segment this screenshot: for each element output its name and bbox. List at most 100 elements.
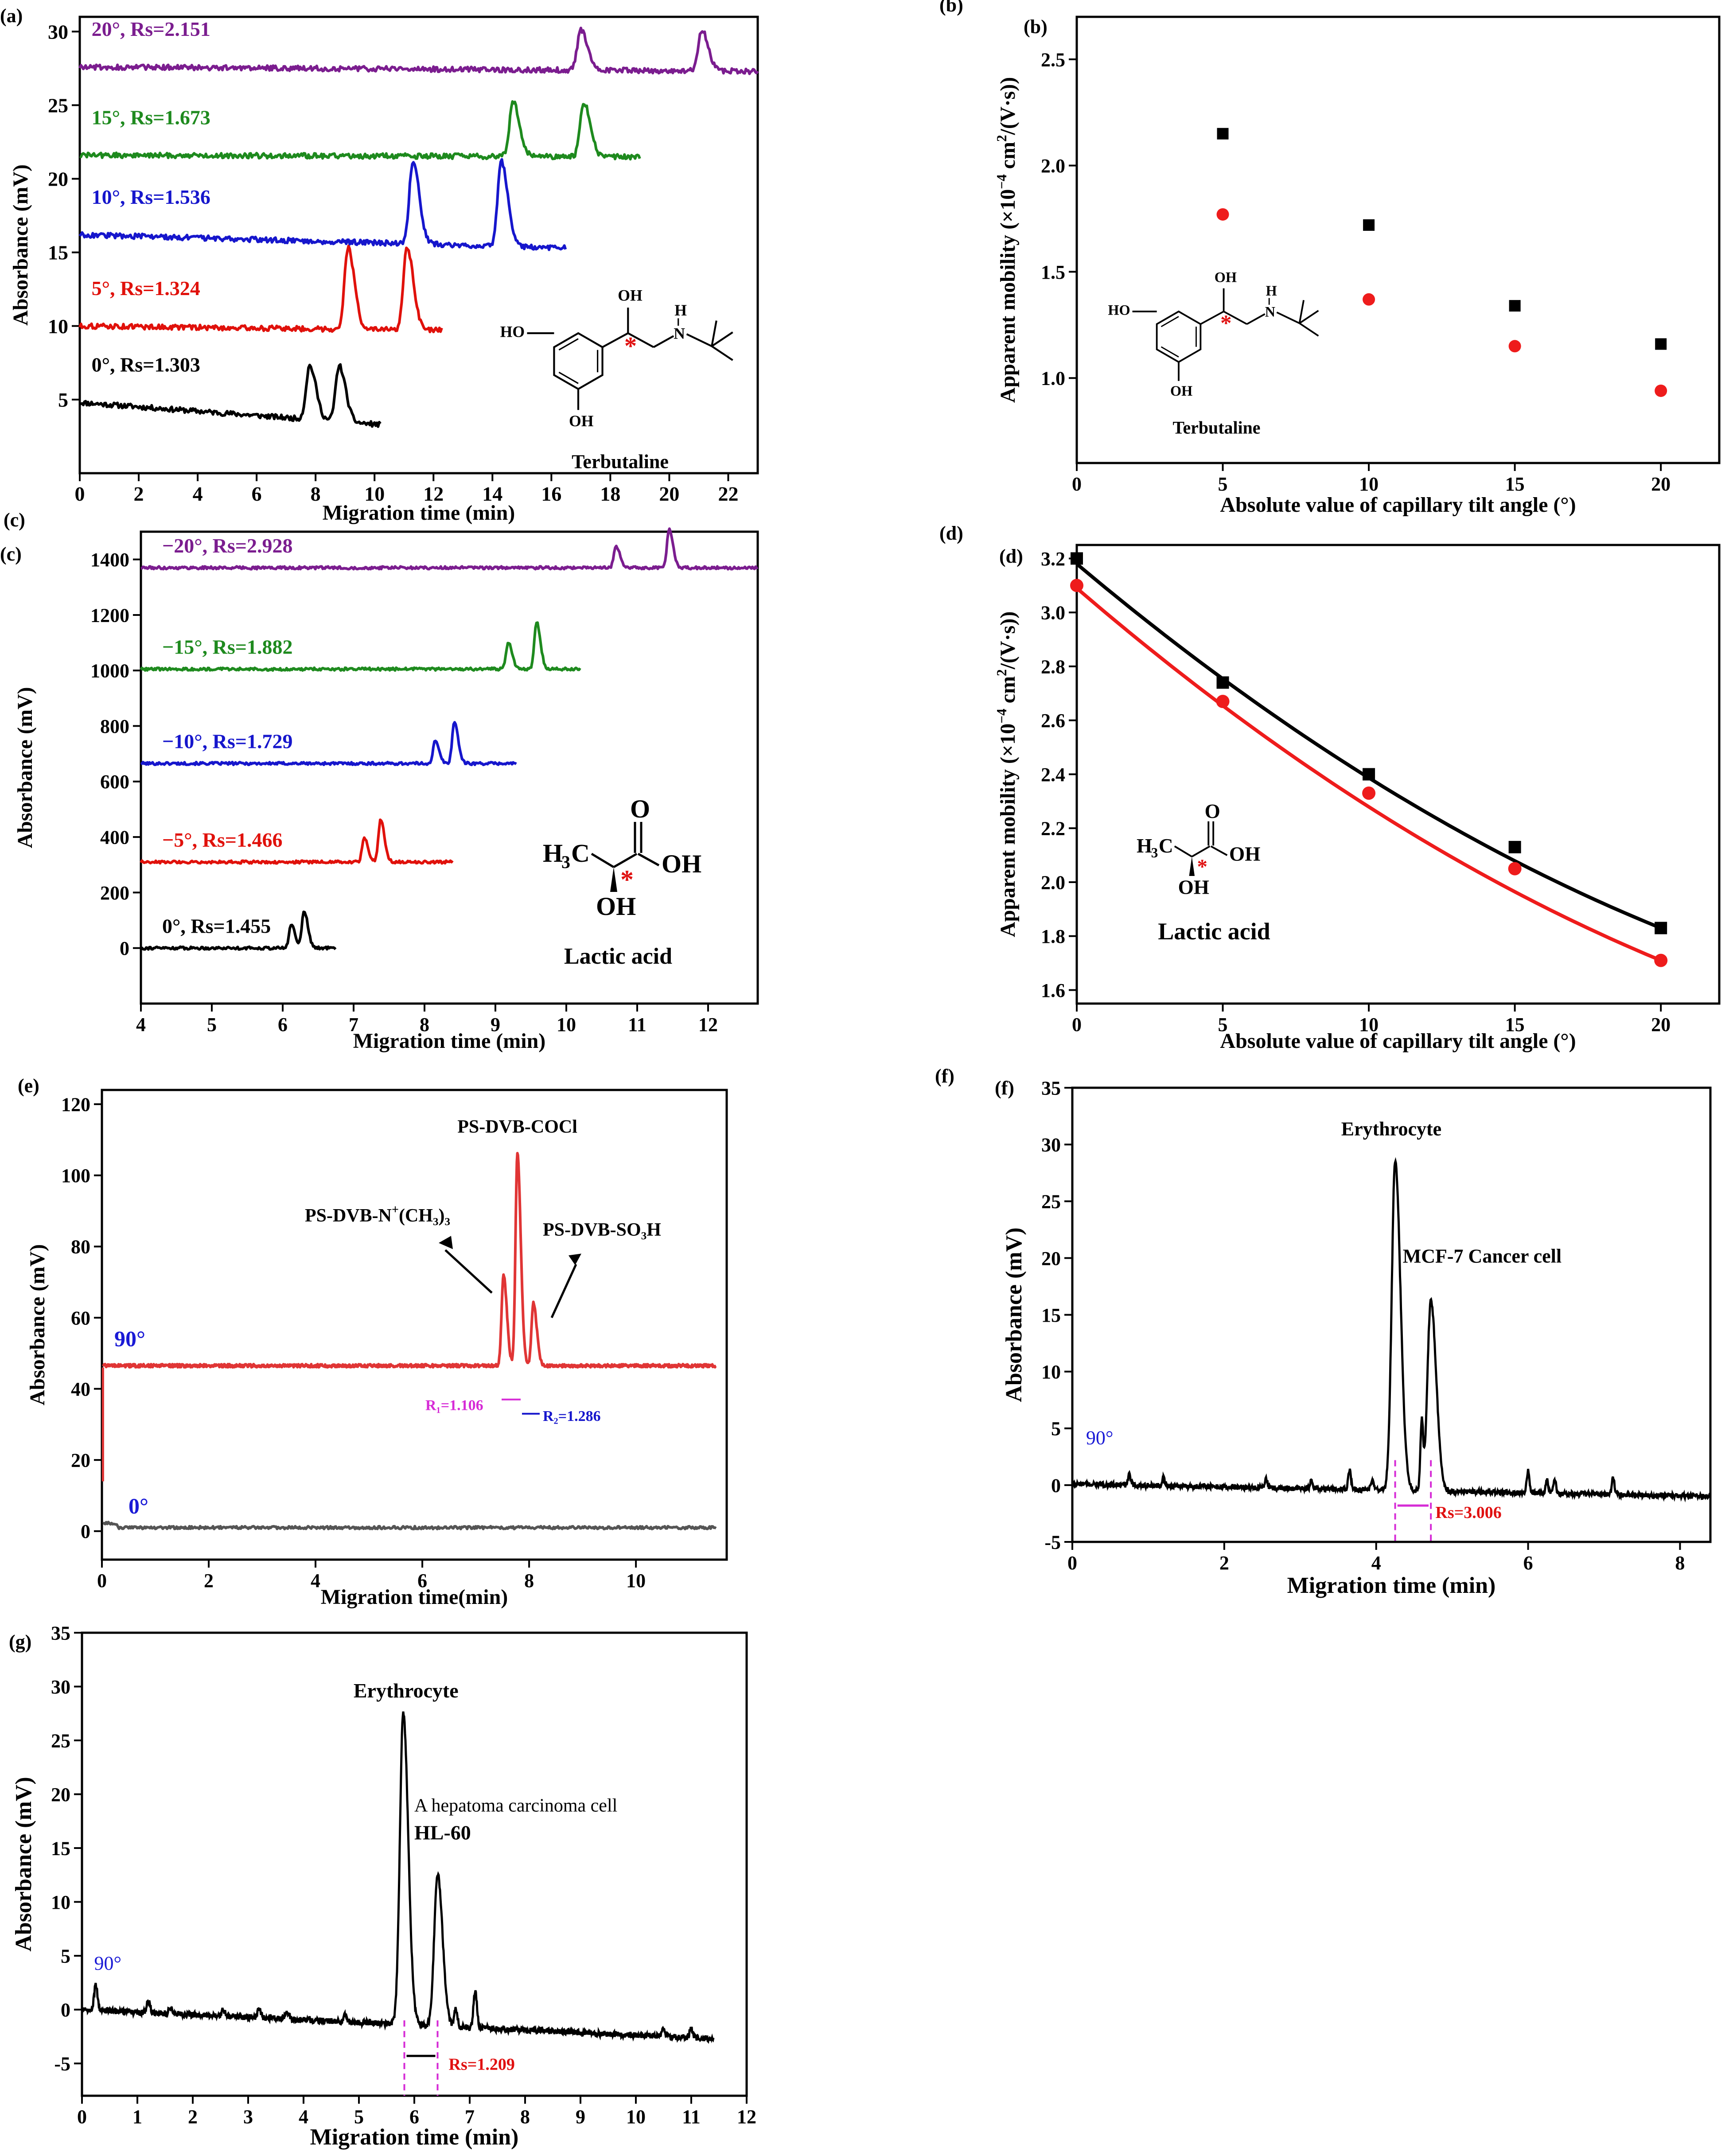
x-tick-label: 4 xyxy=(136,1014,146,1035)
y-axis-label: Absorbance (mV) xyxy=(13,687,37,848)
x-tick-label: 7 xyxy=(349,1014,358,1035)
series-label: −15°, Rs=1.882 xyxy=(162,636,292,658)
panel-label: (f) xyxy=(935,1065,954,1087)
atom-label: OH xyxy=(662,849,701,878)
y-axis-label-part: Apparent mobility (×10 xyxy=(996,724,1020,937)
x-tick-label: 18 xyxy=(600,483,620,505)
panel-label: (c) xyxy=(4,509,25,531)
data-point-circle xyxy=(1363,293,1375,306)
x-tick-label: 20 xyxy=(1651,473,1671,495)
y-axis-label: Apparent mobility (×10−4 cm2/(V·s)) xyxy=(994,611,1020,937)
bond xyxy=(711,345,733,361)
x-tick-label: 4 xyxy=(311,1570,320,1592)
x-tick-label: 6 xyxy=(417,1570,427,1592)
bond xyxy=(1210,845,1228,856)
y-tick-label: 0 xyxy=(81,1521,90,1542)
panel-label-b: (b) xyxy=(1024,16,1048,38)
y-tick-label: 10 xyxy=(48,315,68,338)
peak-label-left: PS-DVB-N+(CH₃)₃ xyxy=(305,1203,450,1226)
y-tick-label: 15 xyxy=(1041,1304,1061,1326)
x-tick-label: 10 xyxy=(364,483,385,505)
series-label: 5°, Rs=1.324 xyxy=(92,277,200,300)
bond xyxy=(637,852,660,867)
panel-label-e: (e) xyxy=(18,1075,39,1097)
peak-label-right: PS-DVB-SO₃H xyxy=(543,1220,661,1240)
y-tick-label: 600 xyxy=(100,771,129,793)
x-tick-label: 4 xyxy=(1371,1552,1381,1574)
y-tick-label: 5 xyxy=(1051,1418,1061,1440)
bond xyxy=(711,331,733,347)
x-axis-label: Migration time (min) xyxy=(323,501,515,525)
x-tick-label: 0 xyxy=(1067,1552,1077,1574)
y-tick-label: 60 xyxy=(71,1307,90,1329)
series-line xyxy=(79,100,641,161)
series-line xyxy=(79,363,382,428)
bond xyxy=(1299,323,1319,337)
y-tick-label: 400 xyxy=(100,827,129,848)
benzene-ring xyxy=(1156,310,1202,363)
y-tick-label: 10 xyxy=(1041,1361,1061,1383)
series-line xyxy=(78,27,759,75)
x-tick-label: 6 xyxy=(252,483,262,505)
bond xyxy=(627,332,654,348)
peak-label-part: + xyxy=(392,1203,399,1217)
x-tick-label: 0 xyxy=(1072,1014,1082,1035)
x-tick-label: 2 xyxy=(204,1570,214,1592)
y-tick-label: 0 xyxy=(1051,1475,1061,1496)
data-point-circle xyxy=(1070,579,1083,592)
benzene-ring xyxy=(553,332,604,390)
atom-label: 3 xyxy=(561,852,570,872)
plot-frame xyxy=(78,16,759,475)
atom-label: HO xyxy=(500,323,525,340)
atom-label: C xyxy=(1159,835,1173,857)
y-tick-label: 35 xyxy=(1041,1077,1061,1099)
x-tick-label: 5 xyxy=(354,2106,364,2128)
atom-label: OH xyxy=(618,287,643,304)
peak-label-part: (CH₃)₃ xyxy=(399,1206,450,1226)
data-point-circle xyxy=(1362,786,1376,800)
bond xyxy=(1299,310,1319,324)
y-tick-label: 2.0 xyxy=(1041,155,1065,177)
x-tick-label: 7 xyxy=(465,2106,475,2128)
data-point-circle xyxy=(1216,208,1229,221)
series-line-90 xyxy=(102,1152,717,1369)
y-tick-label: 30 xyxy=(51,1676,70,1698)
bond xyxy=(591,852,615,868)
rs-label: Rs=3.006 xyxy=(1435,1503,1501,1522)
peak-label-part: PS-DVB-N xyxy=(305,1206,392,1226)
data-point-square xyxy=(1071,552,1083,565)
double-bond xyxy=(1161,346,1179,358)
series-label: −20°, Rs=2.928 xyxy=(162,534,292,557)
x-tick-label: 2 xyxy=(134,483,144,505)
series-line xyxy=(140,911,337,951)
y-tick-label: 10 xyxy=(51,1891,70,1913)
r1-label: R₁=1.106 xyxy=(425,1397,483,1414)
y-axis-label: Absorbance (mV) xyxy=(26,1244,49,1405)
x-tick-label: 22 xyxy=(718,483,738,505)
data-point-square xyxy=(1655,338,1667,350)
series-line xyxy=(78,244,443,334)
y-tick-label: -5 xyxy=(54,2053,70,2074)
y-tick-label: 30 xyxy=(48,20,68,43)
data-point-square xyxy=(1508,841,1521,853)
atom-label: N xyxy=(1265,304,1275,319)
x-tick-label: 2 xyxy=(188,2106,198,2128)
series-label: 0°, Rs=1.455 xyxy=(162,915,271,937)
fit-curve xyxy=(1075,562,1662,930)
panel-label: (d) xyxy=(939,522,963,544)
x-tick-label: 8 xyxy=(524,1570,534,1592)
series-label-0: 0° xyxy=(129,1494,148,1518)
plot-frame xyxy=(81,1631,748,2097)
data-point-circle xyxy=(1654,953,1668,967)
bond xyxy=(1200,311,1224,325)
bond xyxy=(1298,300,1305,323)
x-tick-label: 20 xyxy=(1651,1014,1671,1035)
y-axis-label-part: 2 xyxy=(994,135,1009,142)
y-axis-label-part: −4 xyxy=(994,708,1009,724)
y-axis-label: Apparent mobility (×10−4 cm2/(V·s)) xyxy=(994,77,1020,403)
plot-frame xyxy=(140,530,759,1005)
panel-label-a: (a) xyxy=(0,5,23,27)
